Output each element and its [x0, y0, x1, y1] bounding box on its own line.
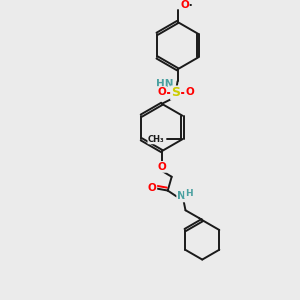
Text: S: S [171, 86, 180, 100]
Text: O: O [180, 0, 189, 10]
Text: N: N [177, 191, 186, 202]
Text: O: O [158, 162, 166, 172]
Text: O: O [158, 87, 166, 97]
Text: H: H [184, 189, 192, 198]
Text: O: O [148, 183, 156, 193]
Text: CH₃: CH₃ [148, 135, 165, 144]
Text: HN: HN [156, 79, 173, 89]
Text: O: O [185, 87, 194, 97]
